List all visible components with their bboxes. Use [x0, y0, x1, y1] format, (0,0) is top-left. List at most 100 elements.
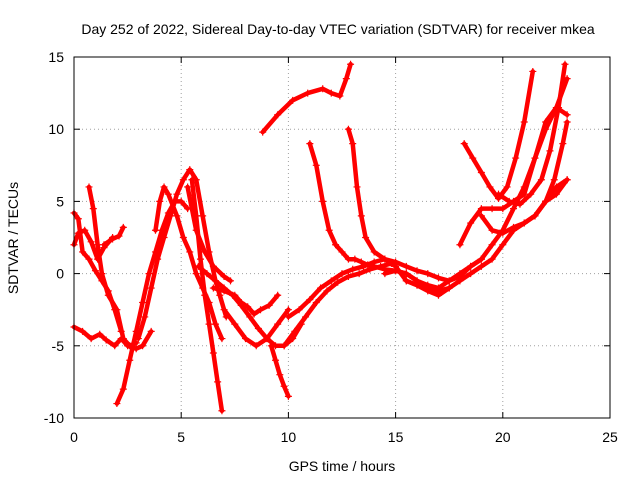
- data-point-marker: [344, 272, 352, 280]
- series-trace-t26: [532, 177, 570, 219]
- data-point-marker: [344, 125, 352, 133]
- data-point-marker: [357, 212, 365, 220]
- data-point-marker: [284, 306, 292, 314]
- data-point-marker: [319, 197, 327, 205]
- series-markers-t23: [460, 67, 537, 203]
- data-point-marker: [336, 92, 344, 100]
- data-point-marker: [370, 248, 378, 256]
- series-trace-t5: [101, 225, 126, 247]
- data-point-marker: [503, 183, 511, 191]
- series-markers-t19: [344, 125, 485, 285]
- data-point-marker: [434, 284, 442, 292]
- data-point-marker: [488, 226, 496, 234]
- data-point-marker: [164, 190, 172, 198]
- data-point-marker: [488, 205, 496, 213]
- x-tick-label: 10: [281, 429, 297, 445]
- data-point-marker: [434, 291, 442, 299]
- data-point-marker: [188, 176, 196, 184]
- series-markers-t15: [267, 342, 292, 400]
- series-trace-t3: [86, 184, 139, 349]
- data-point-marker: [402, 277, 410, 285]
- data-point-marker: [160, 183, 168, 191]
- data-point-marker: [227, 277, 235, 285]
- data-point-marker: [434, 274, 442, 282]
- data-point-marker: [460, 140, 468, 148]
- data-point-marker: [254, 324, 262, 332]
- data-point-marker: [244, 303, 252, 311]
- data-point-marker: [338, 270, 346, 278]
- y-tick-label: 0: [56, 266, 64, 282]
- data-point-marker: [467, 262, 475, 270]
- data-point-marker: [263, 335, 271, 343]
- data-point-marker: [499, 229, 507, 237]
- data-point-marker: [147, 327, 155, 335]
- data-point-marker: [218, 335, 226, 343]
- data-point-marker: [351, 255, 359, 263]
- data-point-marker: [102, 336, 110, 344]
- data-point-marker: [280, 382, 288, 390]
- series-markers-t16: [280, 259, 395, 350]
- data-point-marker: [325, 226, 333, 234]
- series-trace-t23: [461, 69, 536, 201]
- y-tick-label: 5: [56, 193, 64, 209]
- data-point-marker: [323, 287, 331, 295]
- data-point-marker: [469, 154, 477, 162]
- data-point-marker: [89, 205, 97, 213]
- data-point-marker: [119, 385, 127, 393]
- data-point-marker: [192, 226, 200, 234]
- data-point-marker: [291, 327, 299, 335]
- data-point-marker: [499, 241, 507, 249]
- data-point-marker: [306, 296, 314, 304]
- series-trace-t19: [346, 126, 484, 284]
- data-point-marker: [319, 85, 327, 93]
- data-point-marker: [349, 265, 357, 273]
- data-point-marker: [552, 190, 560, 198]
- data-point-marker: [231, 291, 239, 299]
- data-point-marker: [355, 270, 363, 278]
- data-point-marker: [552, 183, 560, 191]
- data-point-marker: [124, 342, 132, 350]
- data-point-marker: [87, 238, 95, 246]
- axis-ticks: [73, 56, 611, 419]
- series-markers-t20: [381, 75, 571, 292]
- data-point-marker: [486, 183, 494, 191]
- data-point-marker: [85, 255, 93, 263]
- data-point-marker: [196, 255, 204, 263]
- data-point-marker: [284, 313, 292, 321]
- data-point-marker: [306, 140, 314, 148]
- data-point-marker: [561, 60, 569, 68]
- data-point-marker: [272, 356, 280, 364]
- data-point-marker: [74, 229, 82, 237]
- data-point-marker: [357, 258, 365, 266]
- data-point-marker: [542, 197, 550, 205]
- data-point-marker: [81, 226, 89, 234]
- data-point-marker: [531, 154, 539, 162]
- data-point-marker: [231, 320, 239, 328]
- data-point-marker: [209, 284, 217, 292]
- data-point-marker: [413, 267, 421, 275]
- series-trace-t8: [153, 184, 225, 341]
- data-point-marker: [392, 258, 400, 266]
- x-tick-labels: 0 5 10 15 20 25: [70, 429, 618, 445]
- data-point-marker: [218, 407, 226, 415]
- data-point-marker: [555, 104, 563, 112]
- x-tick-label: 25: [602, 429, 618, 445]
- data-point-marker: [550, 176, 558, 184]
- data-point-marker: [220, 287, 228, 295]
- data-point-marker: [147, 284, 155, 292]
- data-point-marker: [304, 89, 312, 97]
- series-trace-t6: [114, 199, 190, 406]
- y-tick-labels: -10 -5 0 5 10 15: [44, 49, 64, 426]
- data-point-marker: [139, 342, 147, 350]
- x-axis-title: GPS time / hours: [289, 458, 396, 474]
- data-point-marker: [173, 212, 181, 220]
- data-point-marker: [91, 267, 99, 275]
- data-point-marker: [274, 291, 282, 299]
- x-tick-label: 15: [388, 429, 404, 445]
- data-point-marker: [113, 400, 121, 408]
- data-point-marker: [284, 392, 292, 400]
- series-markers-t9: [188, 176, 226, 415]
- data-point-marker: [252, 342, 260, 350]
- series-markers-t14: [259, 60, 355, 136]
- data-point-marker: [510, 205, 518, 213]
